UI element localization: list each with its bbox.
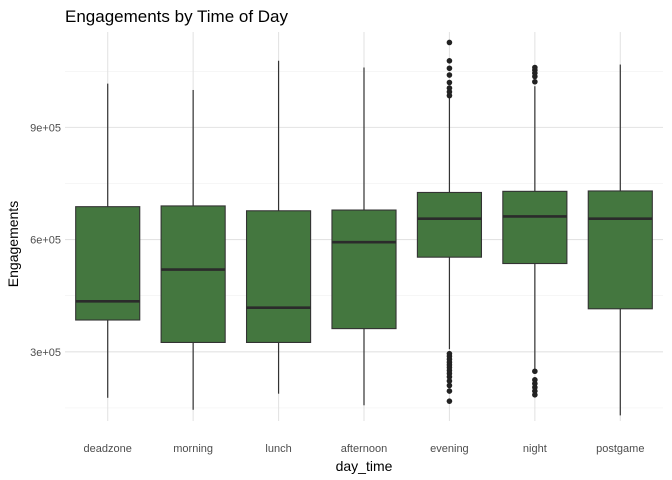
outlier-point <box>446 58 453 64</box>
x-tick-label: deadzone <box>84 443 132 455</box>
box-night <box>502 64 568 398</box>
outlier-point <box>532 368 538 375</box>
box-morning <box>160 89 226 410</box>
outlier-point <box>446 388 453 394</box>
outlier-point <box>446 398 453 404</box>
box-iqr <box>331 209 397 330</box>
y-tick-labels: 3e+05 6e+05 9e+05 <box>30 122 61 358</box>
box-lunch <box>245 60 312 394</box>
box-deadzone <box>75 83 141 398</box>
chart-title: Engagements by Time of Day <box>65 7 289 26</box>
box-postgame <box>587 64 653 416</box>
outlier-point <box>446 65 453 72</box>
box-series <box>75 39 653 416</box>
outlier-point <box>532 73 538 80</box>
x-axis-title: day_time <box>336 458 393 474</box>
y-tick-label: 9e+05 <box>30 122 61 134</box>
outlier-point <box>532 78 538 85</box>
x-tick-label: postgame <box>596 443 644 455</box>
x-tick-label: afternoon <box>341 443 387 455</box>
box-iqr <box>587 190 653 310</box>
outlier-point <box>446 382 453 389</box>
outlier-point <box>532 392 538 398</box>
box-iqr <box>160 205 226 344</box>
outlier-point <box>446 378 453 384</box>
x-tick-label: night <box>523 443 547 455</box>
y-axis-title: Engagements <box>5 201 21 287</box>
outlier-point <box>446 374 453 380</box>
outlier-point <box>446 72 453 78</box>
x-tick-labels: deadzone morning lunch afternoon evening nigh… <box>84 443 645 455</box>
box-iqr <box>75 206 141 321</box>
x-tick-label: morning <box>173 443 213 455</box>
box-iqr <box>502 190 568 265</box>
outlier-point <box>446 79 453 86</box>
y-tick-label: 6e+05 <box>30 235 61 247</box>
box-evening <box>416 39 483 404</box>
outlier-point <box>446 92 453 99</box>
x-tick-label: lunch <box>265 443 291 455</box>
box-iqr <box>416 191 483 258</box>
y-tick-label: 3e+05 <box>30 347 61 359</box>
box-iqr <box>245 210 312 344</box>
outlier-point <box>446 39 453 46</box>
x-tick-label: evening <box>430 443 469 455</box>
box-afternoon <box>331 67 397 406</box>
